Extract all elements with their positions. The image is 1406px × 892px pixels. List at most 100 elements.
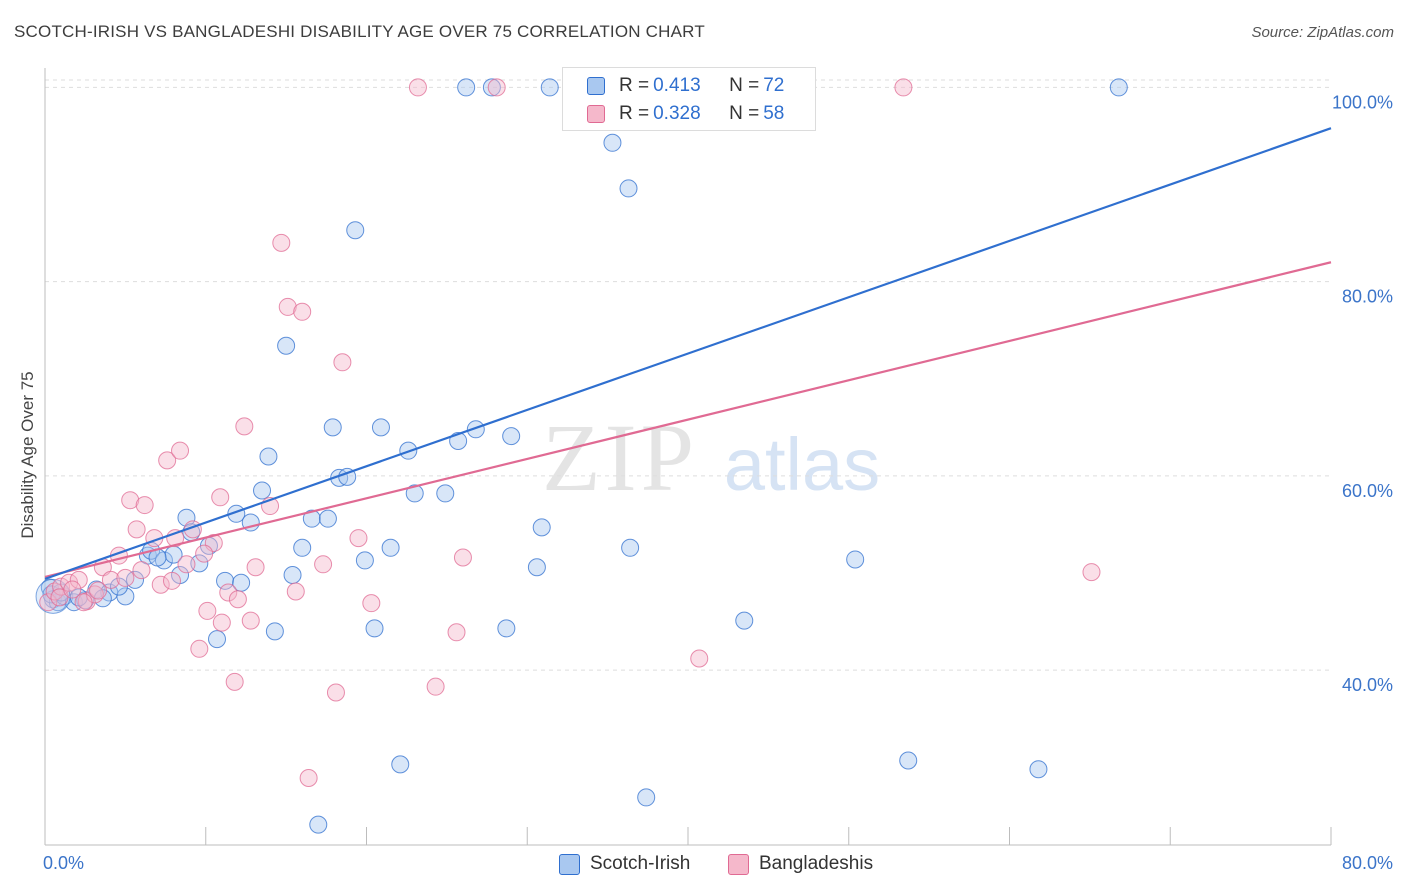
point-bangladeshis (426, 677, 445, 696)
point-scotch-irish (482, 78, 501, 97)
point-bangladeshis (158, 451, 177, 470)
legend-n-label: N = (729, 75, 760, 96)
point-scotch-irish (365, 619, 384, 638)
legend: R = 0.413 N = 72 R = 0.328 N = 58 (562, 67, 816, 131)
y-tick-label: 100.0% (1332, 92, 1393, 112)
legend-r-label: R = (619, 75, 650, 96)
point-bangladeshis (127, 520, 146, 539)
bottom-legend-swatch-pink (728, 853, 749, 875)
point-scotch-irish (735, 611, 754, 630)
point-scotch-irish (603, 133, 622, 152)
watermark: ZIP atlas (542, 404, 880, 511)
legend-swatch-blue (587, 77, 605, 95)
point-bangladeshis (121, 491, 140, 510)
point-bangladeshis (326, 683, 345, 702)
point-scotch-irish (216, 571, 235, 590)
point-scotch-irish (381, 538, 400, 557)
legend-n-label: N = (729, 103, 760, 124)
point-bangladeshis (116, 568, 135, 587)
trend-line-scotch-irish (44, 127, 1332, 580)
point-bangladeshis (101, 570, 120, 589)
bottom-legend-label-scotch: Scotch-Irish (590, 853, 691, 874)
point-scotch-irish (527, 558, 546, 577)
point-scotch-irish (177, 508, 196, 527)
point-bangladeshis (447, 623, 466, 642)
trend-lines (44, 127, 1332, 580)
point-bangladeshis (293, 302, 312, 321)
point-bangladeshis (235, 417, 254, 436)
point-bangladeshis (63, 580, 82, 599)
point-bangladeshis (408, 78, 427, 97)
trend-line-bangladeshis (44, 261, 1332, 579)
point-bangladeshis (349, 529, 368, 548)
bottom-legend-scotch-irish: Scotch-Irish (559, 852, 690, 876)
series-scotch-irish (35, 78, 1128, 834)
point-bangladeshis (690, 649, 709, 668)
point-bangladeshis (177, 555, 196, 574)
point-bangladeshis (171, 441, 190, 460)
point-scotch-irish (265, 622, 284, 641)
y-tick-label: 60.0% (1342, 481, 1393, 501)
point-scotch-irish (846, 550, 865, 569)
point-bangladeshis (228, 590, 247, 609)
point-scotch-irish (1029, 760, 1048, 779)
point-scotch-irish (318, 509, 337, 528)
point-bangladeshis (278, 297, 297, 316)
point-scotch-irish (621, 538, 640, 557)
point-bangladeshis (198, 601, 217, 620)
x-tick-label-max: 80.0% (1342, 853, 1393, 873)
point-bangladeshis (1082, 563, 1101, 582)
bottom-legend-swatch-blue (559, 853, 580, 875)
point-bangladeshis (151, 575, 170, 594)
legend-n-value: 58 (763, 103, 785, 124)
point-scotch-irish (355, 551, 374, 570)
point-scotch-irish (253, 481, 272, 500)
watermark-zip: ZIP (542, 404, 698, 511)
point-bangladeshis (225, 672, 244, 691)
point-bangladeshis (894, 78, 913, 97)
point-bangladeshis (299, 768, 318, 787)
watermark-atlas: atlas (724, 423, 880, 506)
point-scotch-irish (540, 78, 559, 97)
point-bangladeshis (190, 639, 209, 658)
point-scotch-irish (371, 418, 390, 437)
point-bangladeshis (132, 561, 151, 580)
point-scotch-irish (277, 336, 296, 355)
y-tick-labels: 40.0% 60.0% 80.0% 100.0% (1332, 92, 1393, 695)
point-scotch-irish (283, 565, 302, 584)
point-bangladeshis (74, 593, 93, 612)
point-scotch-irish (466, 420, 485, 439)
point-bangladeshis (69, 570, 88, 589)
point-bangladeshis (219, 583, 238, 602)
legend-r-value: 0.328 (653, 103, 701, 124)
point-bangladeshis (162, 571, 181, 590)
point-scotch-irish (391, 755, 410, 774)
point-bangladeshis (314, 555, 333, 574)
y-axis-label: Disability Age Over 75 (18, 371, 37, 538)
point-scotch-irish (457, 78, 476, 97)
point-scotch-irish (116, 587, 135, 606)
point-bangladeshis (212, 613, 231, 632)
source-label: Source: ZipAtlas.com (1251, 24, 1394, 41)
legend-n-value: 72 (763, 75, 785, 96)
chart-title: SCOTCH-IRISH VS BANGLADESHI DISABILITY A… (14, 22, 705, 41)
y-tick-label: 80.0% (1342, 287, 1393, 307)
point-bangladeshis (195, 544, 214, 563)
point-bangladeshis (39, 593, 58, 612)
legend-row-scotch-irish: R = 0.413 N = 72 (587, 73, 784, 99)
point-bangladeshis (246, 558, 265, 577)
point-scotch-irish (190, 554, 209, 573)
point-bangladeshis (211, 488, 230, 507)
point-scotch-irish (436, 484, 455, 503)
x-axis-ticks (205, 827, 1332, 845)
point-scotch-irish (208, 630, 227, 649)
series-bangladeshis (39, 78, 1101, 787)
point-bangladeshis (272, 233, 291, 252)
point-scotch-irish (532, 518, 551, 537)
point-bangladeshis (453, 548, 472, 567)
legend-row-bangladeshis: R = 0.328 N = 58 (587, 101, 784, 127)
point-scotch-irish (637, 788, 656, 807)
legend-r-value: 0.413 (653, 75, 701, 96)
point-scotch-irish (899, 751, 918, 770)
